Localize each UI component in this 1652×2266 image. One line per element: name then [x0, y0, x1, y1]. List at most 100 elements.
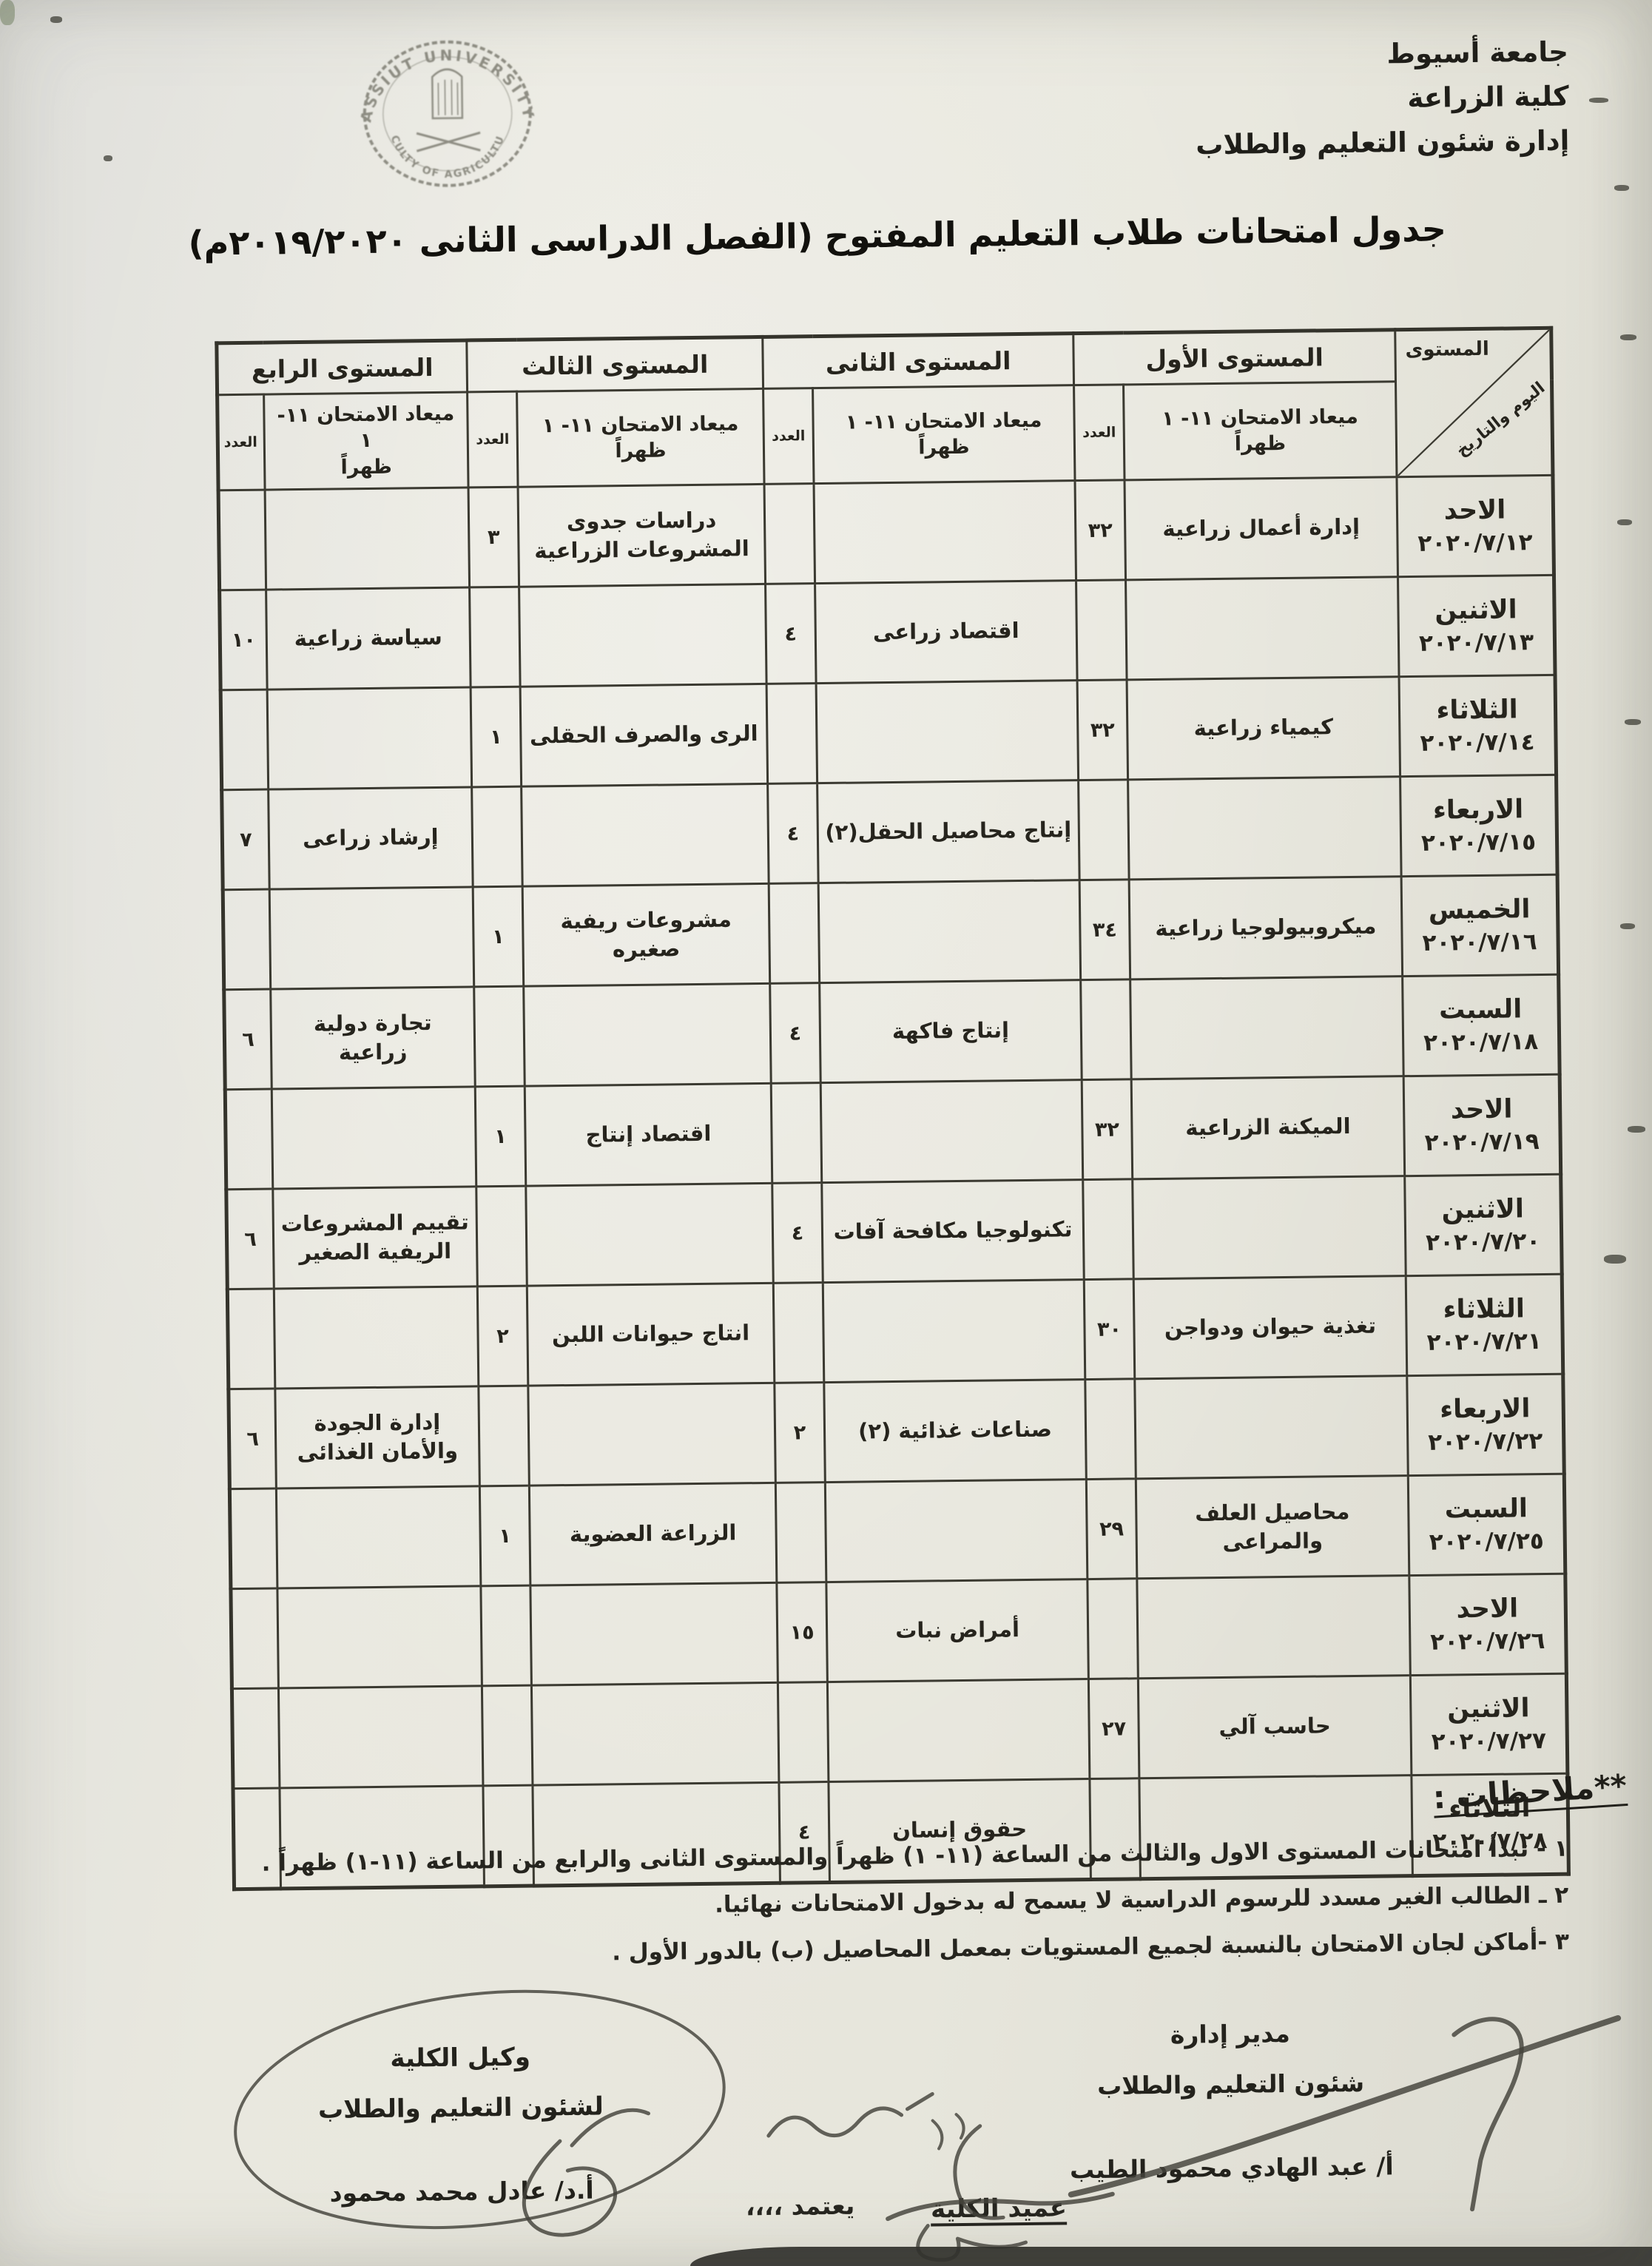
table-row: الاحد ٢٠٢٠/٧/١٢ إدارة أعمال زراعية ٣٢ دراسات… [218, 475, 1554, 590]
exam-date: ٢٠٢٠/٧/٢٢ [1428, 1428, 1543, 1456]
exam-cell [1136, 1575, 1411, 1679]
day-name: الخميس [1428, 894, 1531, 925]
count-cell: ١ [475, 1086, 526, 1187]
exam-cell [525, 1183, 774, 1287]
scan-artifact [1620, 334, 1636, 340]
notes-list: ١ - تبدأ امتحانات المستوى الاول والثالث … [92, 1835, 1569, 1992]
count-cell: ١ [473, 886, 524, 987]
scan-artifact [1620, 923, 1635, 929]
exam-cell: تغذية حيوان ودواجن [1133, 1275, 1407, 1379]
page-title: جدول امتحانات طلاب التعليم المفتوح (الفص… [188, 209, 1447, 263]
day-name: الاثنين [1446, 1693, 1530, 1724]
exam-cell: الرى والصرف الحقلى [520, 684, 768, 787]
note-item-2: ٢ ـ الطالب الغير مسدد للرسوم الدراسية لا… [714, 1881, 1569, 1918]
exam-date: ٢٠٢٠/٧/٢٧ [1431, 1727, 1547, 1756]
day-name: الاثنين [1441, 1194, 1525, 1225]
sig-right-title-2: شئون التعليم والطلاب [1096, 2068, 1365, 2100]
exam-time-label-line1: ميعاد الامتحان ١١- ١ [542, 412, 739, 438]
exam-cell [269, 886, 474, 990]
handwritten-marks-ink [766, 2091, 934, 2138]
count-cell [1080, 979, 1132, 1080]
exam-date: ٢٠٢٠/٧/١٩ [1424, 1128, 1540, 1156]
exam-cell [265, 487, 470, 590]
table-row: الاثنين ٢٠٢٠/٧/١٣ اقتصاد زراعى ٤ سياسة زراعي… [219, 575, 1556, 690]
count-cell [232, 1687, 280, 1789]
note-item-3: ٣ -أماكن لجان الامتحان بالنسبة لجميع الم… [612, 1928, 1570, 1966]
scan-artifact [1617, 519, 1632, 525]
exam-cell: أمراض نبات [826, 1579, 1089, 1682]
exam-cell [277, 1585, 482, 1688]
count-cell: ٢ [774, 1382, 826, 1483]
count-cell: ٣٢ [1077, 679, 1128, 780]
day-name: الاحد [1443, 495, 1506, 526]
table-row: السبت ٢٠٢٠/٧/١٨ إنتاج فاكهة ٤ تجارة دولية زر… [223, 974, 1560, 1090]
exam-cell: مشروعات ريفية صغيره [522, 883, 770, 987]
exam-cell [1125, 576, 1400, 680]
exam-cell [825, 1479, 1088, 1582]
exam-date: ٢٠٢٠/٧/١٦ [1422, 928, 1537, 957]
count-cell [769, 883, 820, 984]
subheader-exam-time-4: ميعاد الامتحان ١١- ١ ظهراً [263, 391, 469, 490]
exam-cell: تقييم المشروعات الريفية الصغير [272, 1186, 478, 1289]
exam-cell: انتاج حيوانات اللبن [527, 1283, 775, 1386]
exam-time-label-line1: ميعاد الامتحان ١١- ١ [277, 402, 455, 453]
exam-cell [816, 680, 1079, 783]
scan-artifact [1604, 1255, 1626, 1264]
count-cell [225, 1089, 273, 1190]
day-date-cell: السبت ٢٠٢٠/٧/١٨ [1402, 974, 1560, 1076]
exam-cell [814, 480, 1076, 584]
table-row: الاحد ٢٠٢٠/٧/١٩ الميكنة الزراعية ٣٢ اقتصاد إ… [225, 1074, 1561, 1190]
exam-cell: الميكنة الزراعية [1131, 1076, 1405, 1179]
count-cell [478, 1386, 530, 1486]
exam-cell: سياسة زراعية [266, 587, 471, 690]
day-date-cell: الثلاثاء ٢٠٢٠/٧/١٤ [1399, 675, 1557, 777]
count-cell: ٢ [477, 1286, 528, 1386]
exam-cell [531, 1682, 779, 1786]
exam-cell [530, 1582, 778, 1686]
day-name: الاربعاء [1439, 1394, 1531, 1425]
subheader-count-3: العدد [467, 391, 519, 488]
scan-artifact [104, 155, 112, 161]
day-date-cell: الاحد ٢٠٢٠/٧/١٩ [1403, 1074, 1561, 1176]
exam-time-label-line2: ظهراً [918, 435, 970, 459]
exam-date: ٢٠٢٠/٧/١٤ [1420, 729, 1535, 758]
count-cell [227, 1288, 275, 1389]
day-name: الثلاثاء [1443, 1294, 1525, 1325]
exam-cell [278, 1685, 483, 1788]
exam-cell [523, 983, 772, 1087]
scan-artifact [50, 16, 62, 23]
day-name: الاحد [1456, 1594, 1519, 1625]
table-row: الاربعاء ٢٠٢٠/٧/٢٢ صناعات غذائية (٢) ٢ إدارة… [228, 1374, 1565, 1489]
count-cell: ٤ [765, 583, 817, 684]
subheader-exam-time-2: ميعاد الامتحان ١١- ١ ظهراً [812, 385, 1075, 484]
exam-time-label-line2: ظهراً [615, 439, 667, 463]
exam-cell: كيمياء زراعية [1127, 676, 1400, 780]
scan-artifact [1625, 719, 1641, 725]
count-cell [771, 1082, 822, 1184]
subheader-count-1: العدد [1073, 384, 1125, 481]
day-date-cell: السبت ٢٠٢٠/٧/٢٥ [1408, 1474, 1565, 1576]
exam-time-label-line1: ميعاد الامتحان ١١- ١ [1162, 405, 1358, 431]
exam-cell: اقتصاد إنتاج [525, 1083, 772, 1187]
exam-cell [272, 1086, 476, 1190]
org-university: جامعة أسيوط [1386, 36, 1569, 70]
sig-left-name: أ.د/ عادل محمد محمود [329, 2175, 594, 2208]
exam-date: ٢٠٢٠/٧/٢١ [1426, 1328, 1542, 1356]
day-name: السبت [1444, 1494, 1528, 1525]
count-cell: ٤ [767, 783, 819, 884]
level-header-4: المستوى الرابع [216, 340, 468, 395]
table-row: السبت ٢٠٢٠/٧/٢٥ محاصيل العلف والمراعى ٢٩ الز… [229, 1474, 1565, 1589]
approval-word: يعتمد ،،،، [745, 2191, 855, 2222]
level-header-2: المستوى الثانى [762, 333, 1074, 389]
signature-block-student-affairs-director: مدير إدارة شئون التعليم والطلاب أ/ عبد ا… [1028, 2007, 1434, 2196]
exam-cell: ميكروبيولوجيا زراعية [1129, 876, 1403, 979]
exam-cell [1132, 1176, 1406, 1279]
corner-level-label: المستوى [1405, 337, 1489, 362]
day-date-cell: الاثنين ٢٠٢٠/٧/١٣ [1398, 575, 1556, 677]
org-department: إدارة شئون التعليم والطلاب [1196, 124, 1570, 161]
exam-date: ٢٠٢٠/٧/١٣ [1418, 629, 1534, 658]
count-cell [1087, 1578, 1139, 1679]
scan-artifact [1614, 185, 1629, 191]
count-cell [764, 483, 815, 584]
